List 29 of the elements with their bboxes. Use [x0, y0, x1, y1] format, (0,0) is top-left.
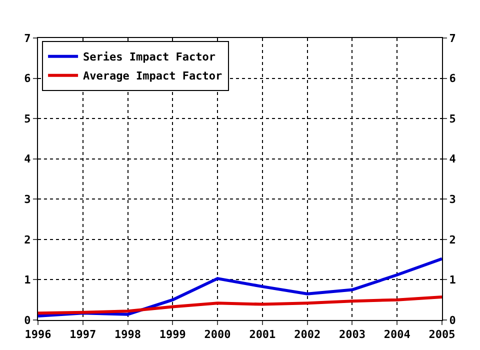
y-tick-label: 0 [24, 314, 31, 327]
y2-tick-label: 0 [449, 314, 456, 327]
x-tick-label: 1996 [24, 328, 52, 342]
x-tick-label: 2005 [428, 328, 456, 342]
y2-tick-label: 1 [449, 274, 456, 287]
x-tick-label: 2004 [384, 328, 411, 342]
legend-label: Series Impact Factor [83, 50, 216, 64]
y-tick-label: 6 [24, 72, 32, 86]
y2-tick-label: 2 [449, 233, 456, 246]
y-tick-label: 3 [24, 192, 31, 206]
y-tick-label: 4 [24, 152, 32, 166]
y2-tick-label: 6 [449, 72, 456, 86]
x-tick-label: 2002 [294, 328, 321, 342]
y2-tick-label: 5 [449, 112, 456, 126]
y2-tick-label: 7 [449, 32, 456, 45]
x-tick-label: 2003 [338, 328, 366, 342]
y-tick-label: 2 [24, 233, 31, 246]
x-tick-label: 1997 [70, 328, 96, 342]
y2-tick-label: 3 [449, 192, 456, 206]
line-series [38, 296, 442, 315]
x-tick-label: 2001 [249, 328, 276, 342]
y-tick-label: 5 [24, 112, 31, 126]
legend-label: Average Impact Factor [83, 70, 222, 83]
y-tick-label: 1 [24, 274, 32, 287]
y2-tick-label: 4 [449, 152, 456, 166]
x-tick-label: 2000 [204, 328, 231, 342]
x-tick-label: 1998 [114, 328, 142, 342]
x-tick-label: 1999 [159, 328, 186, 342]
y-tick-label: 7 [24, 32, 31, 45]
